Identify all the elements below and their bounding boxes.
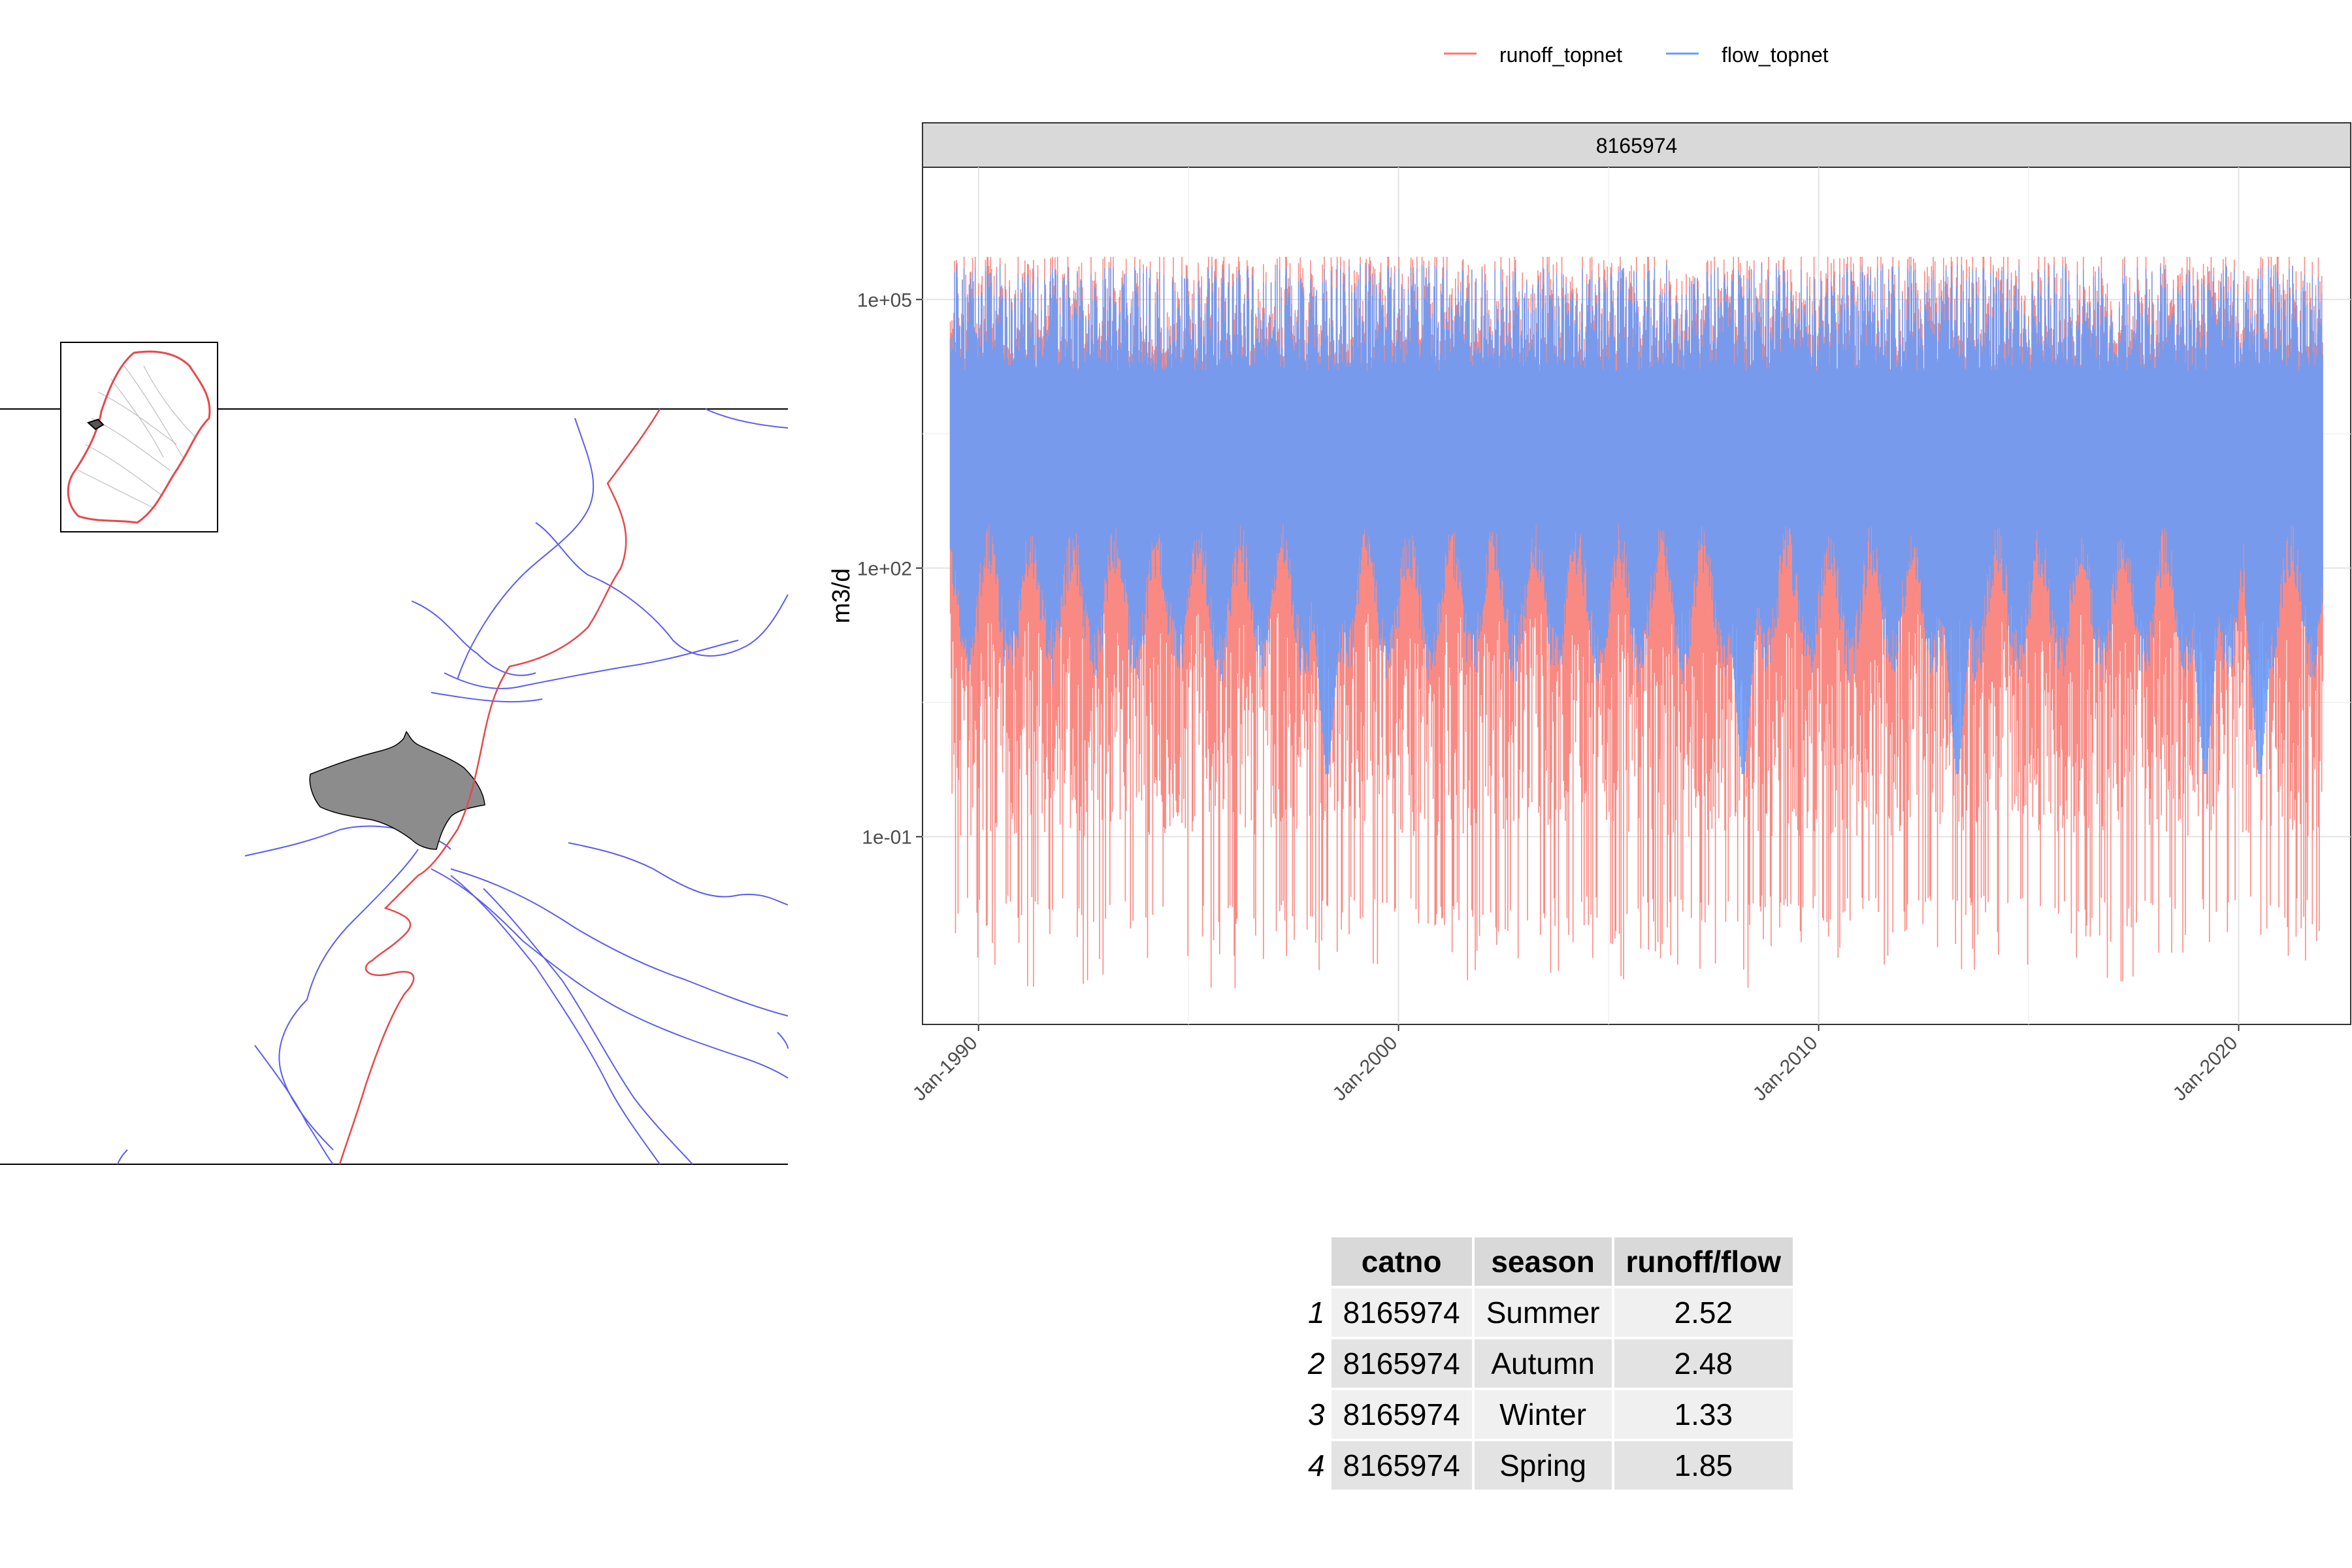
cell-season: Autumn	[1474, 1339, 1612, 1388]
y-tick-label: 1e-01	[862, 827, 912, 849]
facet-strip-label: 8165974	[1596, 134, 1678, 157]
row-index: 3	[1308, 1397, 1325, 1431]
cell-ratio: 2.48	[1614, 1339, 1793, 1388]
series-line-flow_topnet	[949, 263, 2323, 774]
row-index: 4	[1308, 1448, 1325, 1482]
cell-ratio: 2.52	[1614, 1288, 1793, 1337]
x-tick-label: Jan-1990	[909, 1032, 982, 1105]
table-row: 3 8165974 Winter 1.33	[1296, 1390, 1793, 1439]
timeseries-chart: runoff_topnet flow_topnet 8165974 1e-01 1…	[828, 43, 2351, 1105]
cell-ratio: 1.85	[1614, 1441, 1793, 1490]
legend-label-runoff: runoff_topnet	[1499, 43, 1622, 67]
region-boundary-line	[338, 408, 661, 1165]
cell-catno: 8165974	[1331, 1441, 1472, 1490]
facet-strip	[922, 122, 2351, 168]
column-header-catno: catno	[1331, 1237, 1472, 1286]
table-row: 4 8165974 Spring 1.85	[1296, 1441, 1793, 1490]
series-layer	[949, 257, 2323, 988]
river-network	[117, 408, 789, 1165]
cell-season: Summer	[1474, 1288, 1612, 1337]
inset-overview-map	[60, 342, 218, 532]
catchment-polygon	[309, 730, 485, 850]
cell-catno: 8165974	[1331, 1339, 1472, 1388]
table-header-row: catno season runoff/flow	[1296, 1237, 1793, 1286]
cell-catno: 8165974	[1331, 1288, 1472, 1337]
season-ratio-table: catno season runoff/flow 1 8165974 Summe…	[1294, 1235, 1795, 1492]
y-tick-label: 1e+05	[857, 289, 912, 311]
legend: runoff_topnet flow_topnet	[1444, 43, 1829, 67]
y-tick-label: 1e+02	[857, 559, 912, 580]
table-index-header	[1296, 1237, 1329, 1286]
legend-label-flow: flow_topnet	[1722, 43, 1829, 67]
column-header-ratio: runoff/flow	[1614, 1237, 1793, 1286]
table-row: 1 8165974 Summer 2.52	[1296, 1288, 1793, 1337]
cell-season: Winter	[1474, 1390, 1612, 1439]
x-tick-label: Jan-2010	[1749, 1032, 1822, 1105]
cell-season: Spring	[1474, 1441, 1612, 1490]
column-header-season: season	[1474, 1237, 1612, 1286]
x-tick-label: Jan-2020	[2169, 1032, 2242, 1105]
row-index: 2	[1308, 1347, 1325, 1380]
x-tick-label: Jan-2000	[1329, 1032, 1402, 1105]
row-index: 1	[1308, 1296, 1325, 1330]
table-row: 2 8165974 Autumn 2.48	[1296, 1339, 1793, 1388]
y-axis-title: m3/d	[828, 568, 855, 623]
cell-ratio: 1.33	[1614, 1390, 1793, 1439]
catchment-map	[0, 342, 789, 1165]
inset-catchment-marker	[87, 418, 105, 431]
cell-catno: 8165974	[1331, 1390, 1472, 1439]
